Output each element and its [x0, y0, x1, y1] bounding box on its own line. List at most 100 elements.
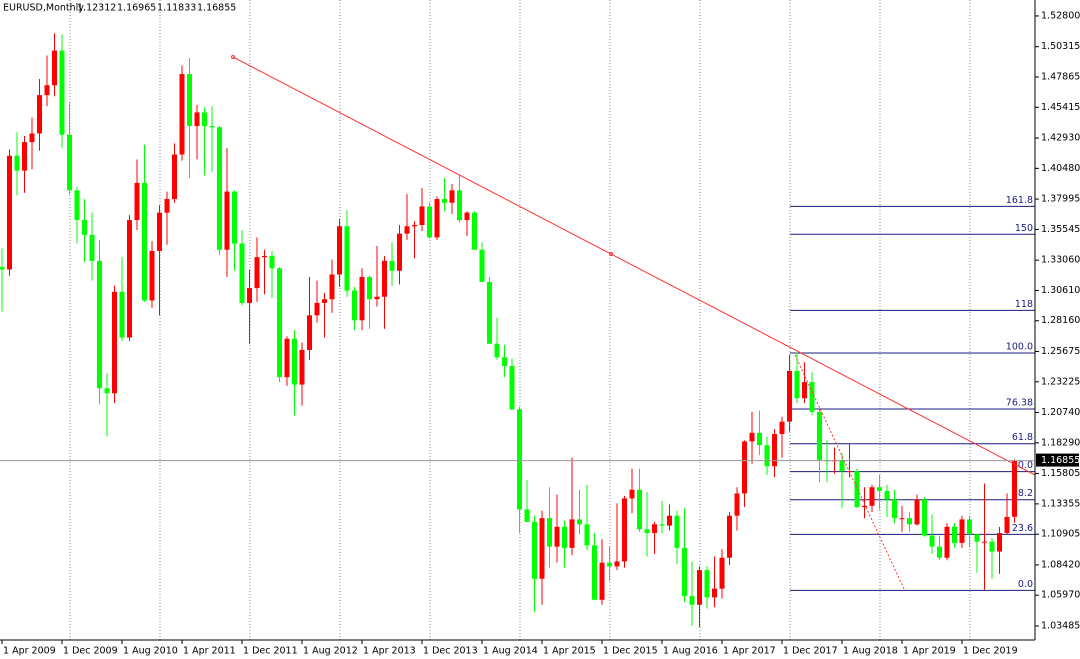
candle-body	[52, 50, 57, 86]
candle-body	[269, 255, 275, 269]
candle-body	[967, 519, 972, 535]
candle-body	[434, 199, 440, 238]
candle-body	[659, 524, 665, 526]
candle-body	[337, 226, 342, 275]
candle-body	[292, 338, 297, 385]
candle-body	[817, 411, 822, 461]
candle-body	[914, 499, 920, 525]
y-tick-label: 1.45415	[1041, 102, 1080, 113]
y-tick-label: 1.20740	[1041, 407, 1080, 418]
x-tick-label: 1 Apr 2011	[183, 646, 236, 657]
candle-body	[82, 220, 87, 235]
y-tick-label: 1.40480	[1041, 163, 1080, 174]
candle-body	[247, 288, 252, 303]
x-tick-label: 1 Aug 2010	[123, 646, 178, 657]
header-low: 1.11833	[157, 3, 196, 14]
candle-body	[59, 50, 65, 135]
candle-body	[157, 212, 162, 251]
candle-body	[779, 421, 785, 435]
fib-label: 118	[1015, 299, 1033, 310]
candle-body	[457, 190, 462, 221]
candle-body	[314, 302, 320, 316]
last-price-box	[1036, 453, 1079, 467]
candle-body	[224, 191, 230, 250]
candle-body	[727, 515, 732, 558]
candles	[0, 33, 1017, 628]
fibonacci: 161.8 150 118 100.0 76.38 61.8 50.0 38.2 23.6 0.0	[790, 195, 1035, 591]
candle-body	[427, 206, 432, 238]
candle-body	[217, 127, 222, 250]
candle-body	[734, 493, 740, 516]
candle-body	[419, 206, 425, 226]
candle-body	[352, 290, 357, 321]
trend-line	[232, 56, 1036, 476]
x-tick-label: 1 Apr 2015	[543, 646, 596, 657]
candle-body	[629, 489, 635, 499]
candle-body	[644, 529, 650, 534]
candle-body	[584, 524, 590, 546]
candle-body	[254, 257, 260, 289]
candle-body	[1004, 516, 1010, 534]
fib-label: 38.2	[1012, 488, 1033, 499]
y-tick-label: 1.10905	[1041, 529, 1080, 540]
y-tick-label: 1.23225	[1041, 376, 1080, 387]
candle-body	[502, 357, 507, 367]
candle-body	[149, 250, 155, 301]
candle-body	[179, 74, 185, 155]
header-open: 1.12312	[77, 3, 116, 14]
candle-body	[404, 226, 410, 234]
candle-body	[322, 299, 327, 303]
candle-body	[187, 74, 192, 127]
candle-body	[164, 199, 170, 213]
fib-label: 150	[1015, 223, 1033, 234]
candle-body	[329, 274, 335, 300]
candle-body	[299, 349, 305, 385]
candle-body	[554, 526, 560, 547]
candle-body	[112, 291, 117, 394]
candle-body	[764, 445, 770, 467]
candle-body	[787, 370, 792, 422]
x-tick-label: 1 Dec 2017	[783, 646, 838, 657]
candle-body	[232, 191, 237, 244]
x-tick-label: 1 Apr 2017	[723, 646, 776, 657]
candle-body	[899, 518, 905, 520]
candle-body	[809, 382, 815, 412]
candle-body	[539, 518, 545, 579]
candle-body	[937, 546, 942, 558]
y-tick-label: 1.18290	[1041, 437, 1080, 448]
candle-body	[532, 521, 537, 579]
candle-body	[389, 260, 395, 271]
trend-anchor	[231, 55, 235, 59]
candle-body	[479, 249, 485, 282]
candle-body	[869, 487, 875, 506]
x-tick-label: 1 Aug 2018	[843, 646, 898, 657]
fib-label: 76.38	[1006, 398, 1033, 409]
x-tick-label: 1 Aug 2016	[663, 646, 718, 657]
x-tick-label: 1 Dec 2011	[243, 646, 298, 657]
candle-body	[997, 533, 1002, 552]
candle-body	[202, 112, 207, 127]
candle-body	[839, 460, 845, 472]
x-tick-label: 1 Dec 2015	[603, 646, 658, 657]
candle-body	[719, 557, 725, 589]
candle-body	[862, 505, 867, 508]
candle-body	[944, 526, 950, 558]
y-tick-label: 1.37995	[1041, 194, 1080, 205]
candle-body	[367, 276, 372, 300]
candle-body	[344, 226, 350, 291]
header-high: 1.16965	[117, 3, 156, 14]
fib-label: 50.0	[1012, 460, 1033, 471]
candle-body	[689, 596, 695, 605]
candle-body	[622, 498, 627, 562]
candle-body	[704, 570, 710, 598]
candle-body	[599, 562, 605, 600]
candle-body	[697, 570, 702, 605]
candle-body	[22, 142, 27, 171]
candle-body	[577, 519, 582, 525]
candle-body	[449, 190, 455, 203]
candle-body	[929, 535, 935, 547]
candle-body	[742, 441, 747, 494]
candle-body	[464, 212, 470, 221]
candle-body	[667, 515, 672, 526]
